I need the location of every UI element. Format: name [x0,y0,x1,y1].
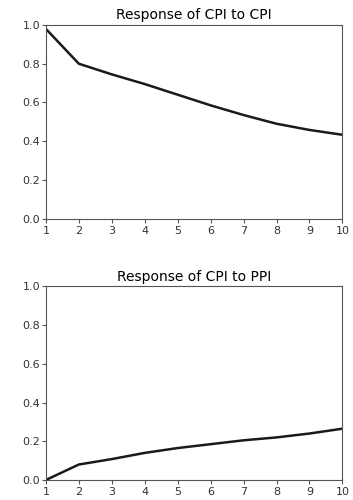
Title: Response of CPI to PPI: Response of CPI to PPI [117,270,271,284]
Title: Response of CPI to CPI: Response of CPI to CPI [116,8,272,22]
